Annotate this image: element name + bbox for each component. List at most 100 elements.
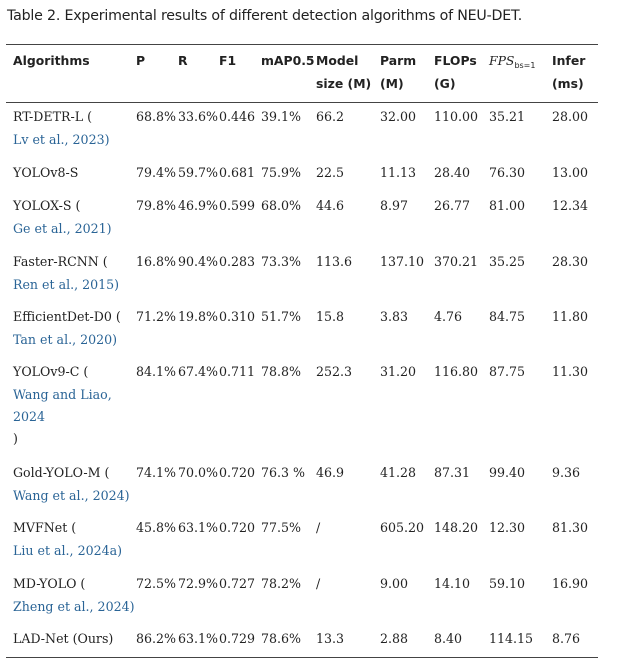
header-fps-subscript: bs=1 [514,61,536,70]
cell-r: 90.4% [178,254,219,269]
header-parm: Parm [380,53,417,68]
header-fps: FPSbs=1 [489,50,535,77]
cell-map: 68.0% [261,198,302,213]
citation-link[interactable]: Lv et al., 2023) [13,132,110,147]
cell-size: 113.6 [316,254,353,269]
cell-f1: 0.283 [219,254,256,269]
cell-parm: 11.13 [380,165,417,180]
cell-flops: 370.21 [434,254,479,269]
header-fps-label: FPS [489,53,515,68]
algorithm-name: LAD-Net (Ours) [13,631,114,646]
algorithm-name: MD-YOLO ( [13,576,86,591]
header-rule [6,102,598,103]
header-infer-unit: (ms) [552,76,584,91]
citation-link[interactable]: Ren et al., 2015) [13,277,120,292]
cell-infer: 11.80 [552,309,589,324]
citation-link[interactable]: Wang and Liao, [13,387,112,402]
cell-map: 39.1% [261,109,302,124]
cell-infer: 16.90 [552,576,589,591]
cell-parm: 9.00 [380,576,409,591]
cell-map: 75.9% [261,165,302,180]
cell-map: 73.3% [261,254,302,269]
header-r: R [178,53,188,68]
cell-r: 46.9% [178,198,219,213]
cell-f1: 0.446 [219,109,256,124]
citation-link[interactable]: Zheng et al., 2024) [13,599,135,614]
algorithm-name: EfficientDet-D0 ( [13,309,121,324]
cell-size: / [316,520,321,535]
citation-link[interactable]: Tan et al., 2020) [13,332,118,347]
top-rule [6,44,598,45]
cell-flops: 110.00 [434,109,479,124]
header-p: P [136,53,146,68]
cell-size: 22.5 [316,165,345,180]
cell-map: 78.8% [261,364,302,379]
cell-size: 66.2 [316,109,345,124]
cell-f1: 0.729 [219,631,256,646]
cell-flops: 14.10 [434,576,471,591]
cell-parm: 32.00 [380,109,417,124]
cell-parm: 3.83 [380,309,409,324]
cell-fps: 99.40 [489,465,526,480]
cell-infer: 81.30 [552,520,589,535]
cell-parm: 605.20 [380,520,425,535]
cell-r: 63.1% [178,520,219,535]
cell-flops: 26.77 [434,198,471,213]
cell-p: 84.1% [136,364,177,379]
cell-size: 46.9 [316,465,345,480]
cell-f1: 0.681 [219,165,256,180]
cell-infer: 28.30 [552,254,589,269]
cell-flops: 87.31 [434,465,471,480]
cell-size: 252.3 [316,364,353,379]
header-model-size: Model [316,53,359,68]
cell-fps: 12.30 [489,520,526,535]
cell-infer: 13.00 [552,165,589,180]
cell-r: 59.7% [178,165,219,180]
cell-r: 63.1% [178,631,219,646]
cell-map: 78.2% [261,576,302,591]
algorithm-name: Gold-YOLO-M ( [13,465,110,480]
cell-size: 44.6 [316,198,345,213]
cell-size: / [316,576,321,591]
cell-fps: 59.10 [489,576,526,591]
citation-link[interactable]: 2024 [13,409,46,424]
cell-fps: 81.00 [489,198,526,213]
cell-p: 68.8% [136,109,177,124]
cell-p: 45.8% [136,520,177,535]
cell-p: 79.8% [136,198,177,213]
citation-close: ) [13,431,18,446]
cell-f1: 0.720 [219,520,256,535]
cell-f1: 0.711 [219,364,256,379]
cell-map: 76.3 % [261,465,306,480]
cell-infer: 11.30 [552,364,589,379]
cell-p: 72.5% [136,576,177,591]
algorithm-name: YOLOX-S ( [13,198,81,213]
cell-f1: 0.727 [219,576,256,591]
cell-map: 78.6% [261,631,302,646]
algorithm-name: Faster-RCNN ( [13,254,108,269]
cell-fps: 35.25 [489,254,526,269]
cell-parm: 31.20 [380,364,417,379]
cell-fps: 84.75 [489,309,526,324]
cell-r: 72.9% [178,576,219,591]
citation-link[interactable]: Ge et al., 2021) [13,221,112,236]
cell-p: 79.4% [136,165,177,180]
cell-r: 19.8% [178,309,219,324]
cell-parm: 41.28 [380,465,417,480]
citation-link[interactable]: Liu et al., 2024a) [13,543,123,558]
header-model-size-unit: size (M) [316,76,372,91]
cell-map: 51.7% [261,309,302,324]
cell-p: 86.2% [136,631,177,646]
cell-size: 15.8 [316,309,345,324]
cell-infer: 9.36 [552,465,581,480]
table-caption: Table 2. Experimental results of differe… [7,8,523,24]
cell-parm: 2.88 [380,631,409,646]
cell-r: 33.6% [178,109,219,124]
citation-link[interactable]: Wang et al., 2024) [13,488,130,503]
bottom-rule [6,657,598,658]
cell-f1: 0.599 [219,198,256,213]
algorithm-name: MVFNet ( [13,520,77,535]
header-flops: FLOPs [434,53,477,68]
cell-flops: 148.20 [434,520,479,535]
cell-fps: 76.30 [489,165,526,180]
